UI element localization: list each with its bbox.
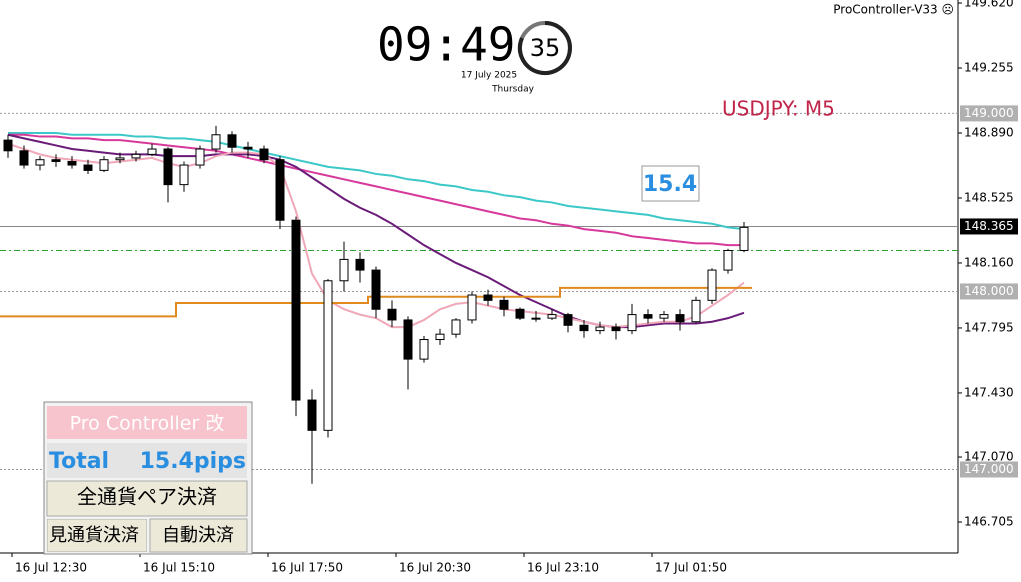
candle-body bbox=[339, 258, 349, 282]
candle-body bbox=[259, 148, 269, 161]
candle-body bbox=[67, 160, 77, 166]
level-label: 149.000 bbox=[964, 106, 1014, 120]
level-tag bbox=[960, 105, 1018, 122]
y-tick-label: 149.620 bbox=[964, 0, 1014, 10]
x-tick-label: 16 Jul 15:10 bbox=[143, 561, 215, 575]
clock: 09:49 bbox=[377, 18, 515, 72]
y-tick-label: 146.705 bbox=[964, 515, 1014, 529]
moving-average bbox=[0, 286, 752, 318]
total-value: 15.4pips bbox=[140, 449, 246, 474]
candle-body bbox=[163, 148, 173, 186]
candle-body bbox=[51, 159, 61, 162]
candle-body bbox=[723, 250, 733, 271]
candle-body bbox=[435, 333, 445, 341]
candle-body bbox=[195, 148, 205, 166]
profit-box bbox=[641, 165, 700, 202]
candle-body bbox=[595, 326, 605, 332]
candle-body bbox=[451, 319, 461, 335]
candle-body bbox=[659, 314, 669, 319]
x-tick-label: 17 Jul 01:50 bbox=[655, 561, 727, 575]
panel-title: Pro Controller 改 bbox=[70, 413, 225, 435]
close-all-label: 全通貨ペア決済 bbox=[77, 485, 217, 509]
candle-body bbox=[611, 326, 621, 332]
candle-body bbox=[227, 134, 237, 148]
total-label: Total bbox=[49, 449, 109, 474]
y-tick-label: 147.430 bbox=[964, 385, 1014, 399]
y-tick-label: 149.255 bbox=[964, 61, 1014, 75]
candle-body bbox=[323, 280, 333, 431]
candle-body bbox=[419, 339, 429, 360]
candle-body bbox=[547, 314, 557, 319]
close-all-button[interactable] bbox=[46, 480, 248, 517]
y-tick-label: 148.160 bbox=[964, 255, 1014, 269]
candle-body bbox=[483, 294, 493, 301]
candle-body bbox=[691, 299, 701, 323]
candle-body bbox=[83, 164, 93, 171]
candle-body bbox=[531, 317, 541, 320]
level-label: 148.000 bbox=[964, 284, 1014, 298]
candle-body bbox=[627, 314, 637, 332]
candle-body bbox=[35, 159, 45, 166]
candle-body bbox=[3, 139, 13, 152]
candle-body bbox=[355, 258, 365, 271]
close-symbol-clip: 見通貨決済 bbox=[47, 519, 147, 552]
candle-body bbox=[643, 314, 653, 319]
moving-average bbox=[8, 131, 745, 231]
candle-body bbox=[387, 308, 397, 321]
candle-body bbox=[291, 219, 301, 401]
candle-body bbox=[675, 314, 685, 323]
countdown-arc bbox=[517, 21, 572, 75]
panel-header bbox=[47, 406, 247, 439]
y-tick-label: 147.070 bbox=[964, 450, 1014, 464]
candle-body bbox=[275, 159, 285, 221]
y-tick-label: 148.890 bbox=[964, 125, 1014, 139]
y-tick-label: 148.525 bbox=[964, 190, 1014, 204]
x-tick-label: 16 Jul 12:30 bbox=[15, 561, 87, 575]
candle-body bbox=[19, 150, 29, 166]
candle-body bbox=[147, 148, 157, 155]
candle-body bbox=[99, 159, 109, 171]
y-tick-label: 147.795 bbox=[964, 320, 1014, 334]
candle-body bbox=[403, 319, 413, 360]
candle-body bbox=[499, 299, 509, 310]
x-tick-label: 16 Jul 23:10 bbox=[527, 561, 599, 575]
candle-body bbox=[115, 157, 125, 161]
level-tag bbox=[960, 283, 1018, 300]
date: 17 July 2025 bbox=[461, 71, 517, 81]
close-symbol-button[interactable] bbox=[47, 519, 147, 552]
price-label: 148.365 bbox=[964, 219, 1014, 233]
x-tick-label: 16 Jul 17:50 bbox=[271, 561, 343, 575]
candle-body bbox=[179, 164, 189, 186]
countdown: 35 bbox=[530, 34, 561, 62]
candle-body bbox=[243, 146, 253, 150]
candle-body bbox=[579, 324, 589, 332]
candle-body bbox=[211, 134, 221, 150]
total-row bbox=[47, 443, 247, 478]
candle-body bbox=[131, 153, 141, 159]
panel: Pro Controller 改 Total 15.4pips 全通貨ペア決済 … bbox=[43, 401, 253, 555]
moving-average bbox=[8, 133, 744, 247]
auto-close-label: 自動決済 bbox=[162, 525, 234, 546]
candle-body bbox=[563, 314, 573, 326]
symbol-title: USDJPY: M5 bbox=[722, 97, 835, 121]
price-tag bbox=[960, 218, 1018, 235]
plot bbox=[0, 2, 962, 557]
candle-body bbox=[467, 294, 477, 321]
auto-close-button[interactable] bbox=[149, 518, 248, 553]
close-symbol-label: 見通貨決済 bbox=[49, 525, 139, 546]
weekday: Thursday bbox=[491, 85, 535, 95]
candle-body bbox=[515, 308, 525, 319]
level-tag bbox=[960, 461, 1018, 478]
level-label: 147.000 bbox=[964, 462, 1014, 476]
candle-body bbox=[307, 399, 317, 431]
indicator-name: ProController-V33 ☹ bbox=[833, 3, 954, 17]
profit-label: 15.4 bbox=[643, 172, 697, 197]
candle-body bbox=[739, 226, 749, 252]
candle-body bbox=[371, 269, 381, 310]
candle-body bbox=[707, 269, 717, 301]
x-tick-label: 16 Jul 20:30 bbox=[399, 561, 471, 575]
moving-average bbox=[7, 142, 745, 329]
